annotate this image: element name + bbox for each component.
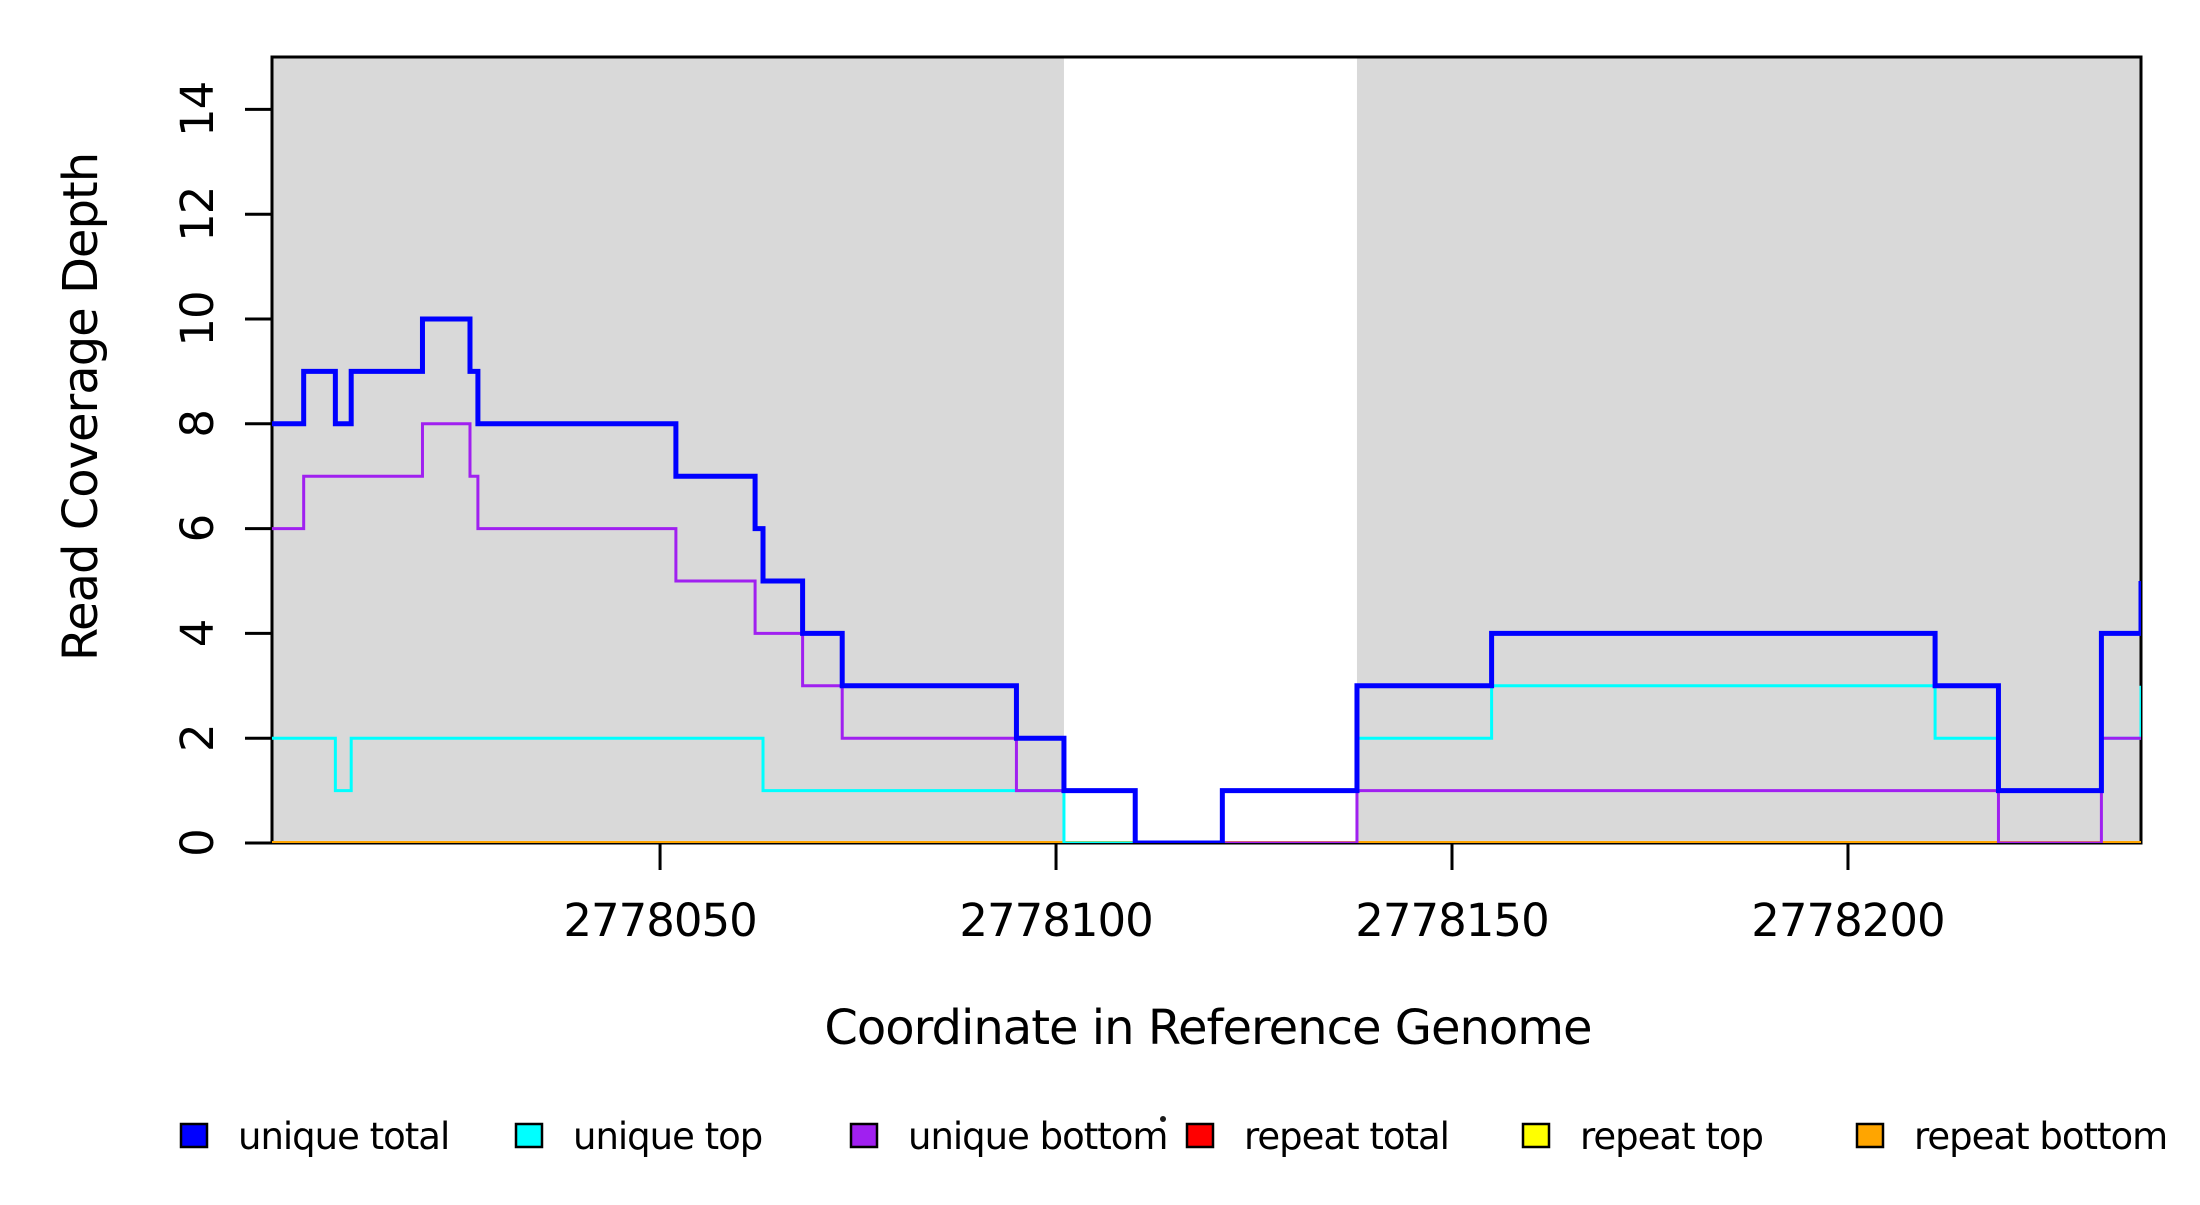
legend-item-unique-total: unique total <box>179 1115 450 1158</box>
legend-swatch-repeat-bottom <box>1855 1122 1885 1149</box>
x-tick-label: 2778200 <box>1751 894 1944 947</box>
legend-label-repeat-bottom: repeat bottom <box>1914 1115 2167 1158</box>
legend-item-repeat-total: repeat total <box>1185 1115 1450 1158</box>
legend-swatch-unique-total <box>179 1122 209 1149</box>
y-tick-label: 4 <box>171 620 224 648</box>
legend-item-unique-top: unique top <box>514 1115 763 1158</box>
y-tick-label: 14 <box>171 82 224 137</box>
y-tick-label: 0 <box>171 829 224 857</box>
x-axis-title: Coordinate in Reference Genome <box>824 1000 1591 1056</box>
legend-swatch-unique-bottom <box>849 1122 879 1149</box>
masked-region <box>1356 57 2141 843</box>
series-unique-bottom-line <box>272 422 2141 843</box>
y-tick-label: 12 <box>171 187 224 242</box>
legend-label-repeat-top: repeat top <box>1580 1115 1763 1158</box>
annotations-layer <box>1160 1116 1166 1122</box>
legend-swatch-repeat-top <box>1521 1122 1551 1149</box>
stray-dot <box>1160 1116 1166 1122</box>
legend-label-unique-bottom: unique bottom <box>908 1115 1167 1158</box>
legend-item-repeat-top: repeat top <box>1521 1115 1764 1158</box>
legend-label-unique-top: unique top <box>573 1115 762 1158</box>
series-layer <box>272 316 2141 843</box>
x-tick-label: 2778150 <box>1355 894 1548 947</box>
legend-swatch-unique-top <box>514 1122 544 1149</box>
x-tick-label: 2778100 <box>959 894 1152 947</box>
legend-layer: unique total unique top unique bottom repea… <box>179 1115 2168 1158</box>
x-tick-label: 2778050 <box>563 894 756 947</box>
y-tick-label: 2 <box>171 724 224 752</box>
y-tick-label: 8 <box>171 410 224 438</box>
axes-layer: 2778050 2778100 2778150 2778200 0 2 4 6 8 10 12 14 <box>171 55 2143 947</box>
legend-label-repeat-total: repeat total <box>1244 1115 1449 1158</box>
y-axis-title: Read Coverage Depth <box>53 153 109 661</box>
series-unique-total-line <box>272 316 2141 843</box>
legend-item-repeat-bottom: repeat bottom <box>1855 1115 2168 1158</box>
y-tick-label: 6 <box>171 515 224 543</box>
legend-item-unique-bottom: unique bottom <box>849 1115 1168 1158</box>
masked-regions-layer <box>272 57 2141 843</box>
legend-label-unique-total: unique total <box>238 1115 449 1158</box>
masked-region <box>272 57 1064 843</box>
legend-swatch-repeat-total <box>1185 1122 1215 1149</box>
y-tick-label: 10 <box>171 291 224 346</box>
